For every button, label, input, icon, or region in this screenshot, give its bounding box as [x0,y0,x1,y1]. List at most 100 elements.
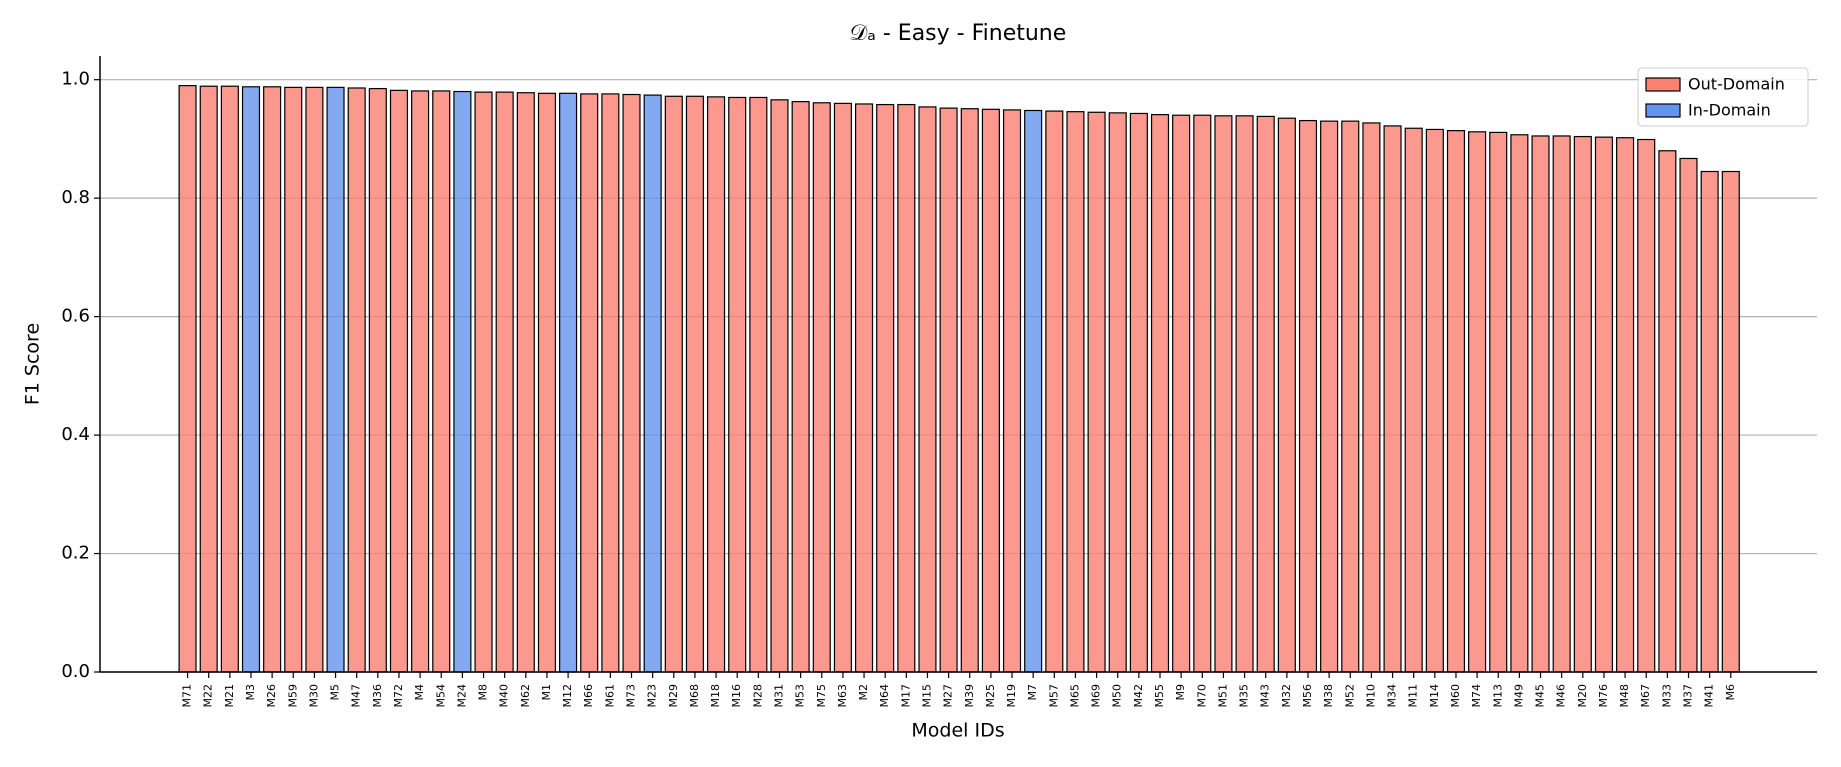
x-tick-label: M56 [1301,684,1314,708]
bar [580,93,599,673]
bar [960,108,979,673]
x-tick-label: M61 [603,684,616,708]
bar [601,93,620,673]
x-tick-label: M41 [1703,684,1716,708]
y-tick-label: 0.0 [61,661,90,682]
bar [791,101,810,673]
x-tick-label: M65 [1068,684,1081,708]
x-tick-label: M21 [223,684,236,708]
x-tick-label: M49 [1512,684,1525,708]
chart-title: 𝒟ₐ - Easy - Finetune [850,21,1067,46]
bar [432,90,451,673]
bar [897,103,916,673]
x-tick-label: M57 [1047,684,1060,708]
x-tick-label: M23 [646,684,659,708]
x-tick-label: M48 [1618,684,1631,708]
x-tick-label: M55 [1153,684,1166,708]
bar [939,107,958,673]
x-tick-label: M59 [286,684,299,708]
x-tick-label: M71 [181,684,194,708]
x-tick-label: M74 [1470,684,1483,708]
bar [1045,110,1064,673]
x-tick-label: M4 [413,684,426,701]
bar [516,92,535,673]
bar [199,85,218,673]
x-tick-label: M11 [1407,684,1420,708]
x-tick-label: M42 [1132,684,1145,708]
x-tick-label: M35 [1238,684,1251,708]
bar [411,90,430,673]
bar [453,90,472,673]
x-tick-label: M52 [1343,684,1356,708]
bar [1362,122,1381,673]
x-tick-label: M25 [984,684,997,708]
bar [1637,138,1656,673]
x-tick-label: M72 [392,684,405,708]
bar [1129,112,1148,673]
bar [1214,115,1233,673]
bar [664,95,683,673]
bar [1024,109,1043,673]
x-tick-label: M10 [1364,684,1377,708]
x-tick-label: M16 [730,684,743,708]
x-tick-label: M39 [963,684,976,708]
bar [1341,120,1360,673]
bar [1193,114,1212,673]
bar [241,86,261,673]
bar [1616,137,1635,673]
x-tick-label: M8 [477,684,490,701]
bar [707,96,726,673]
bar [1679,157,1698,673]
bar [1552,135,1571,673]
x-tick-label: M51 [1216,684,1229,708]
y-tick-label: 0.2 [61,543,90,564]
y-axis-label: F1 Score [22,323,44,405]
x-tick-label: M38 [1322,684,1335,708]
legend-swatch [1645,77,1681,92]
bar [685,95,704,673]
bar [1172,114,1191,673]
bar [1087,111,1106,673]
x-tick-label: M32 [1280,684,1293,708]
bar [1108,112,1127,673]
x-tick-label: M26 [265,684,278,708]
bar [263,86,282,673]
bar [1150,114,1170,673]
bar [1594,136,1614,673]
bar [389,89,409,673]
x-tick-label: M12 [561,684,574,708]
bar [1531,135,1550,673]
x-tick-label: M47 [350,684,363,708]
bar [854,103,874,673]
x-tick-label: M54 [434,684,447,708]
y-tick-label: 1.0 [61,69,90,90]
x-tick-label: M18 [709,684,722,708]
x-tick-label: M67 [1639,684,1652,708]
x-tick-label: M17 [899,684,912,708]
x-tick-label: M76 [1597,684,1610,708]
x-tick-label: M27 [942,684,955,708]
bar [347,87,366,673]
x-tick-label: M14 [1428,684,1441,708]
x-tick-label: M46 [1555,684,1568,708]
x-tick-label: M37 [1682,684,1695,708]
x-tick-label: M19 [1005,684,1018,708]
bar [770,99,789,673]
x-tick-label: M1 [540,684,553,701]
bar [1425,128,1444,673]
bar [918,106,937,673]
bar [749,96,768,673]
bar [305,86,324,673]
bar [1446,130,1466,673]
bar [326,86,345,673]
legend-swatch [1645,103,1681,118]
x-tick-label: M53 [794,684,807,708]
x-tick-label: M5 [329,684,342,701]
bar [622,93,641,673]
x-tick-label: M40 [498,684,511,708]
x-tick-label: M64 [878,684,891,708]
bar [643,94,662,673]
x-tick-label: M60 [1449,684,1462,708]
bar [537,92,557,673]
